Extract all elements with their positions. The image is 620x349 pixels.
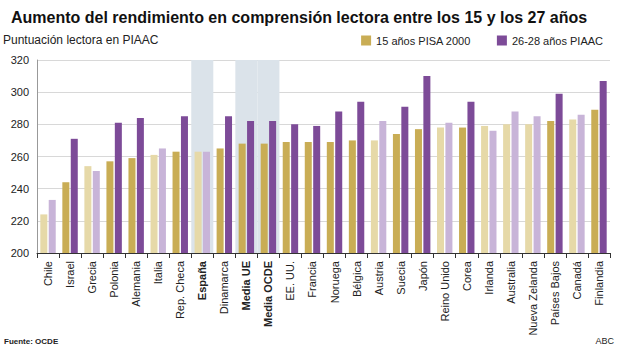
svg-text:Chile: Chile (42, 261, 54, 286)
svg-text:260: 260 (11, 151, 29, 163)
svg-text:ABC: ABC (595, 336, 614, 346)
svg-text:Nueva Zelanda: Nueva Zelanda (527, 260, 539, 335)
svg-text:Media OCDE: Media OCDE (262, 261, 274, 327)
svg-text:Países Bajos: Países Bajos (549, 261, 561, 326)
svg-text:Aumento del rendimiento en com: Aumento del rendimiento en comprensión l… (11, 9, 587, 26)
svg-text:EE. UU.: EE. UU. (284, 261, 296, 301)
svg-text:Media UE: Media UE (240, 261, 252, 311)
svg-text:Italia: Italia (152, 260, 164, 284)
svg-text:Rep. Checa: Rep. Checa (174, 260, 186, 319)
svg-text:Reino Unido: Reino Unido (439, 261, 451, 322)
svg-text:Polonia: Polonia (108, 260, 120, 298)
svg-text:Australia: Australia (505, 260, 517, 304)
svg-text:240: 240 (11, 183, 29, 195)
svg-text:Bélgica: Bélgica (351, 260, 363, 297)
svg-text:Canadá: Canadá (571, 260, 583, 299)
svg-text:Irlanda: Irlanda (483, 260, 495, 295)
svg-text:Grecia: Grecia (86, 260, 98, 293)
svg-text:Corea: Corea (461, 260, 473, 291)
svg-text:26-28 años PIAAC: 26-28 años PIAAC (512, 35, 603, 47)
svg-text:Austria: Austria (373, 260, 385, 295)
svg-text:Alemania: Alemania (130, 260, 142, 307)
svg-text:280: 280 (11, 118, 29, 130)
svg-text:300: 300 (11, 86, 29, 98)
svg-text:Israel: Israel (64, 261, 76, 288)
svg-text:15 años PISA 2000: 15 años PISA 2000 (376, 35, 470, 47)
svg-text:Noruega: Noruega (329, 260, 341, 303)
svg-text:Francia: Francia (306, 260, 318, 298)
svg-text:Dinamarca: Dinamarca (218, 260, 230, 314)
svg-text:Puntuación lectora en PIAAC: Puntuación lectora en PIAAC (3, 33, 159, 47)
svg-text:320: 320 (11, 54, 29, 66)
svg-text:Japón: Japón (417, 261, 429, 291)
svg-text:España: España (196, 260, 208, 300)
svg-text:220: 220 (11, 215, 29, 227)
svg-text:Suecia: Suecia (395, 260, 407, 295)
svg-text:Fuente: OCDE: Fuente: OCDE (4, 337, 59, 346)
svg-text:Finlandia: Finlandia (593, 260, 605, 306)
svg-text:200: 200 (11, 247, 29, 259)
